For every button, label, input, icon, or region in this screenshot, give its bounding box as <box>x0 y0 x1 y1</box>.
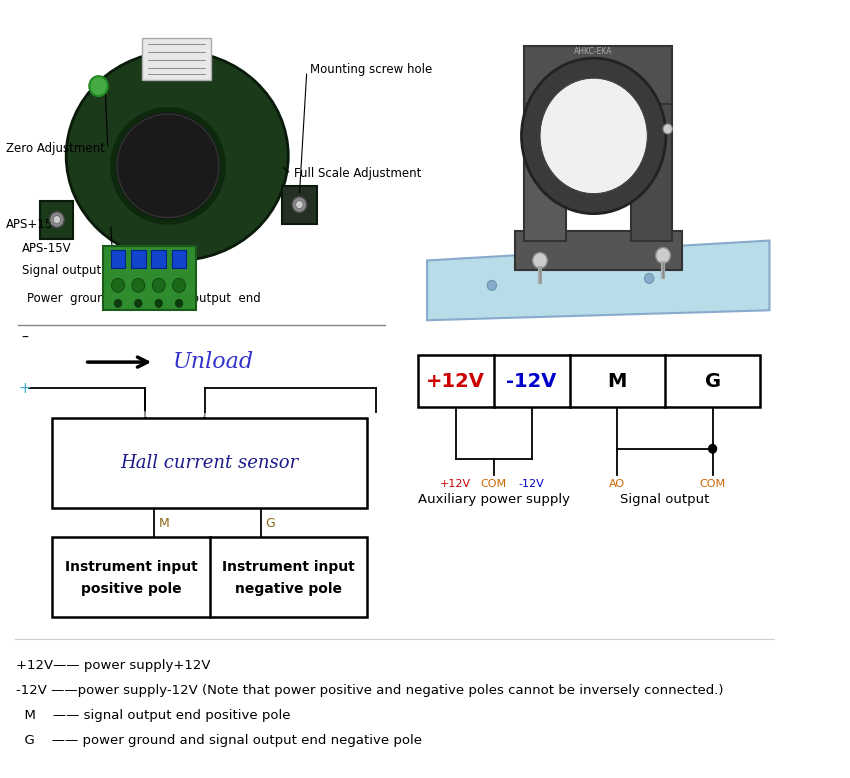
Bar <box>53 418 367 507</box>
Circle shape <box>132 279 144 293</box>
Circle shape <box>155 300 162 307</box>
Text: -12V: -12V <box>518 478 545 489</box>
Text: +12V—— power supply+12V: +12V—— power supply+12V <box>15 659 210 672</box>
Text: M: M <box>608 372 627 391</box>
Bar <box>142 38 212 80</box>
Bar <box>131 251 145 268</box>
Circle shape <box>292 197 307 212</box>
Ellipse shape <box>117 114 218 218</box>
Bar <box>418 355 760 407</box>
Text: –: – <box>22 331 29 345</box>
Circle shape <box>111 279 124 293</box>
Text: COM: COM <box>480 478 507 489</box>
Text: COM: COM <box>700 478 726 489</box>
Circle shape <box>114 300 122 307</box>
Text: -12V ——power supply-12V (Note that power positive and negative poles cannot be i: -12V ——power supply-12V (Note that power… <box>15 684 723 697</box>
Text: +12V: +12V <box>427 372 485 391</box>
Circle shape <box>49 212 65 228</box>
Bar <box>151 251 166 268</box>
Bar <box>524 46 672 104</box>
Bar <box>631 101 672 240</box>
Circle shape <box>152 279 165 293</box>
Text: Signal output: Signal output <box>22 264 101 277</box>
Text: +12V: +12V <box>440 478 472 489</box>
Circle shape <box>89 76 108 96</box>
Bar <box>524 101 566 240</box>
Text: +: + <box>18 380 31 395</box>
Circle shape <box>663 124 672 134</box>
Circle shape <box>655 247 671 264</box>
Circle shape <box>522 58 666 214</box>
Circle shape <box>173 279 185 293</box>
Text: Instrument input: Instrument input <box>65 560 197 574</box>
Text: M    —— signal output end positive pole: M —— signal output end positive pole <box>15 709 290 722</box>
Circle shape <box>708 443 717 454</box>
Circle shape <box>54 216 60 223</box>
Circle shape <box>540 78 648 194</box>
Text: Zero Adjustment: Zero Adjustment <box>6 142 105 156</box>
Text: Unload: Unload <box>173 351 253 373</box>
Ellipse shape <box>66 51 288 261</box>
Bar <box>282 186 317 223</box>
Text: Auxiliary power supply: Auxiliary power supply <box>417 492 570 506</box>
Text: negative pole: negative pole <box>235 582 342 596</box>
Text: -12V: -12V <box>507 372 557 391</box>
Bar <box>110 251 126 268</box>
Bar <box>40 201 72 239</box>
Ellipse shape <box>117 114 218 218</box>
Text: Hall current sensor: Hall current sensor <box>121 454 298 471</box>
Text: G: G <box>705 372 721 391</box>
Bar <box>103 246 196 310</box>
Circle shape <box>533 253 547 268</box>
Text: G: G <box>265 517 275 530</box>
Text: APS-15V: APS-15V <box>22 242 71 255</box>
Text: AHKC-EKA: AHKC-EKA <box>575 47 613 56</box>
Bar <box>515 230 682 271</box>
Polygon shape <box>427 240 769 321</box>
Text: Full Scale Adjustment: Full Scale Adjustment <box>294 167 422 180</box>
Circle shape <box>541 79 646 193</box>
Circle shape <box>175 300 183 307</box>
Text: Power  ground  and  signal  output  end: Power ground and signal output end <box>27 292 261 305</box>
Text: positive pole: positive pole <box>81 582 181 596</box>
Text: Mounting screw hole: Mounting screw hole <box>309 63 432 75</box>
Circle shape <box>487 280 496 290</box>
Text: G    —— power ground and signal output end negative pole: G —— power ground and signal output end … <box>15 734 422 747</box>
Text: Instrument input: Instrument input <box>222 560 354 574</box>
Ellipse shape <box>110 107 226 225</box>
Text: AO: AO <box>609 478 626 489</box>
Bar <box>53 538 367 617</box>
Circle shape <box>644 273 654 283</box>
Text: APS+15V: APS+15V <box>6 218 61 231</box>
Text: M: M <box>159 517 169 530</box>
Text: Signal output: Signal output <box>620 492 710 506</box>
Circle shape <box>134 300 142 307</box>
Bar <box>172 251 186 268</box>
Circle shape <box>296 201 303 209</box>
